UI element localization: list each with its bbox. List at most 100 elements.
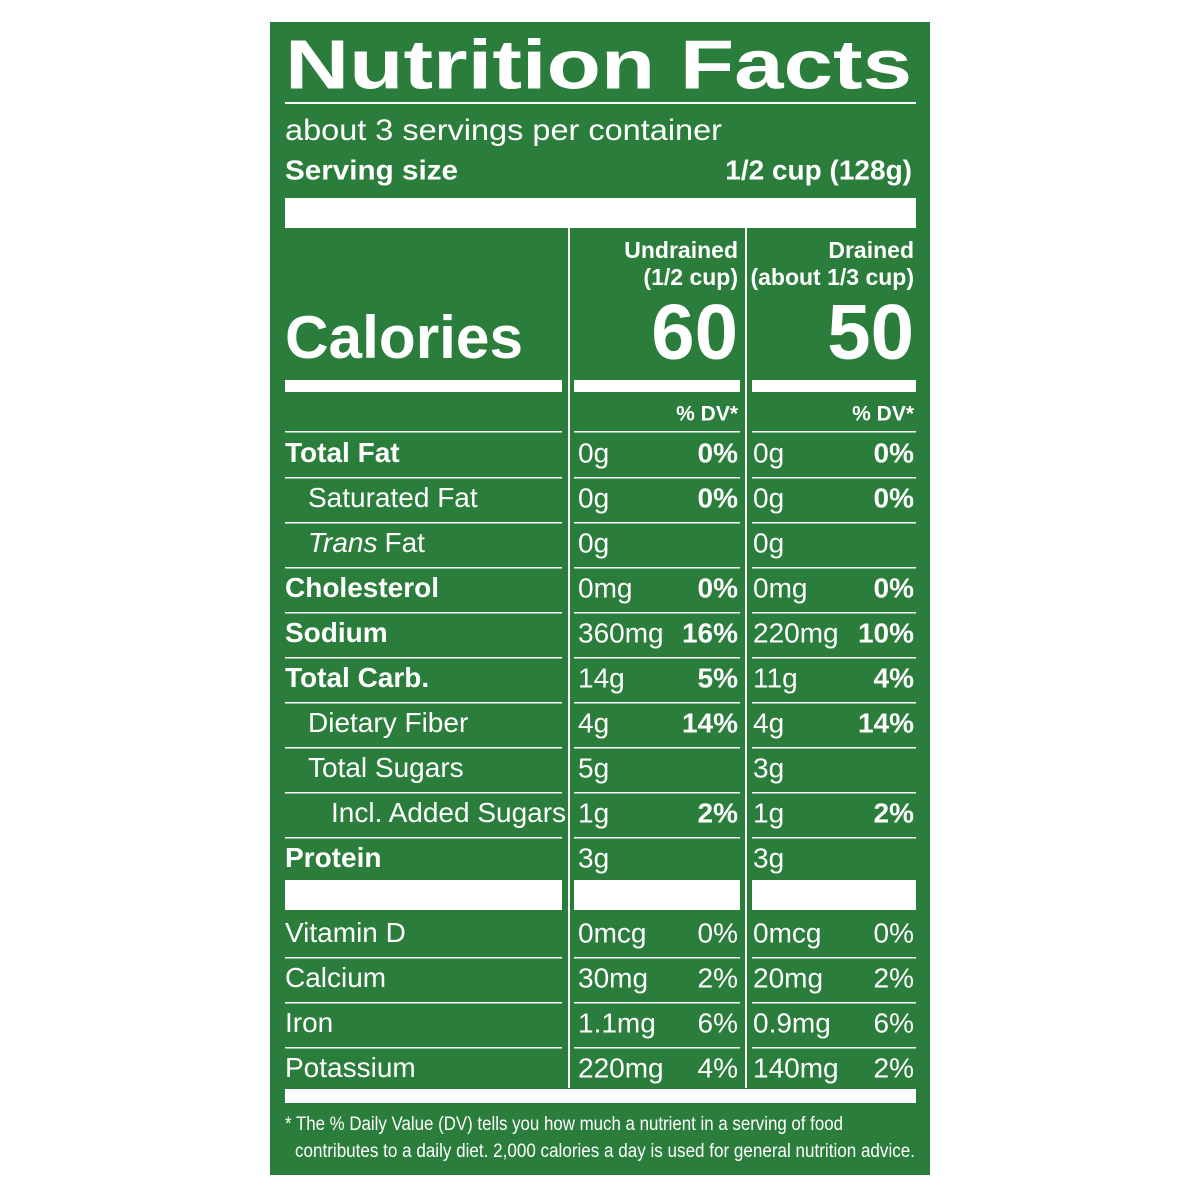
nutrient-name-text: Total Carb. bbox=[285, 662, 429, 693]
nutrient-name: Calcium bbox=[285, 962, 386, 993]
nutrient-name-italic: Trans bbox=[308, 527, 378, 558]
amount: 140mg bbox=[753, 1052, 839, 1083]
nutrient-name-text: Total Sugars bbox=[308, 752, 464, 783]
rule bbox=[285, 567, 562, 569]
rule bbox=[285, 431, 562, 433]
daily-value: 5% bbox=[698, 662, 739, 693]
title: Nutrition Facts bbox=[285, 25, 912, 103]
amount: 3g bbox=[753, 842, 784, 873]
rule bbox=[285, 1047, 562, 1049]
nutrient-name-text: Cholesterol bbox=[285, 572, 439, 603]
rules bbox=[285, 102, 916, 1103]
thick-bar bbox=[752, 380, 916, 392]
daily-value: 0% bbox=[874, 917, 914, 948]
nutrient-name-text: Iron bbox=[285, 1007, 333, 1038]
nutrient-name: Total Carb. bbox=[285, 662, 429, 693]
rule bbox=[752, 657, 916, 659]
amount: 0mcg bbox=[578, 917, 646, 948]
rule bbox=[574, 657, 740, 659]
amount: 0mcg bbox=[753, 917, 821, 948]
amount: 5g bbox=[578, 752, 609, 783]
rule bbox=[574, 702, 740, 704]
rule bbox=[574, 431, 740, 433]
daily-value: 14% bbox=[858, 707, 914, 738]
amount: 0mg bbox=[753, 572, 807, 603]
amount: 220mg bbox=[578, 1052, 664, 1083]
amount: 14g bbox=[578, 662, 625, 693]
nutrient-name-text: Sodium bbox=[285, 617, 388, 648]
daily-value: 16% bbox=[682, 617, 738, 648]
rule bbox=[285, 102, 916, 104]
nutrient-name: Saturated Fat bbox=[308, 482, 478, 513]
daily-value: 2% bbox=[874, 1052, 914, 1083]
amount: 4g bbox=[753, 707, 784, 738]
rule bbox=[285, 477, 562, 479]
rule bbox=[752, 612, 916, 614]
column-divider bbox=[745, 228, 747, 1088]
thick-bar bbox=[752, 880, 916, 910]
rule bbox=[285, 657, 562, 659]
rule bbox=[574, 522, 740, 524]
calories-value: 50 bbox=[827, 288, 914, 376]
thick-bar bbox=[285, 1089, 916, 1103]
rule bbox=[574, 1047, 740, 1049]
column-size: (1/2 cup) bbox=[643, 264, 738, 290]
rule bbox=[752, 477, 916, 479]
rule bbox=[574, 612, 740, 614]
amount: 0g bbox=[753, 437, 784, 468]
nutrient-name: Total Sugars bbox=[308, 752, 464, 783]
nutrient-name: Cholesterol bbox=[285, 572, 439, 603]
nutrient-name: Sodium bbox=[285, 617, 388, 648]
amount: 0g bbox=[753, 527, 784, 558]
column-size: (about 1/3 cup) bbox=[750, 264, 914, 290]
amount: 30mg bbox=[578, 962, 648, 993]
rule bbox=[285, 792, 562, 794]
amount: 4g bbox=[578, 707, 609, 738]
daily-value: 0% bbox=[874, 437, 915, 468]
amount: 360mg bbox=[578, 617, 664, 648]
dv-header: % DV* bbox=[852, 403, 915, 426]
amount: 0mg bbox=[578, 572, 632, 603]
amount: 3g bbox=[578, 842, 609, 873]
rule bbox=[285, 837, 562, 839]
column-name: Drained bbox=[828, 237, 914, 263]
nutrient-name-text: Dietary Fiber bbox=[308, 707, 468, 738]
column-name: Undrained bbox=[624, 237, 738, 263]
thick-bar bbox=[285, 198, 916, 228]
daily-value: 2% bbox=[698, 962, 738, 993]
rule bbox=[574, 792, 740, 794]
nutrient-name-text: Potassium bbox=[285, 1052, 416, 1083]
nutrient-name-text: Protein bbox=[285, 842, 381, 873]
rule bbox=[752, 1047, 916, 1049]
nutrient-name-text: Calcium bbox=[285, 962, 386, 993]
column-divider bbox=[568, 228, 570, 1088]
amount: 0g bbox=[578, 527, 609, 558]
thick-bar bbox=[285, 880, 562, 910]
thick-bar bbox=[574, 380, 740, 392]
rule bbox=[285, 702, 562, 704]
daily-value: 0% bbox=[698, 437, 739, 468]
daily-value: 0% bbox=[874, 572, 915, 603]
rule bbox=[752, 702, 916, 704]
rule bbox=[285, 747, 562, 749]
nutrient-name: Dietary Fiber bbox=[308, 707, 468, 738]
amount: 0g bbox=[578, 482, 609, 513]
rule bbox=[574, 477, 740, 479]
daily-value: 0% bbox=[698, 482, 739, 513]
dv-header: % DV* bbox=[676, 403, 739, 426]
nutrient-name: Vitamin D bbox=[285, 917, 406, 948]
rule bbox=[285, 612, 562, 614]
rule bbox=[285, 957, 562, 959]
daily-value: 0% bbox=[698, 572, 739, 603]
nutrient-name: Potassium bbox=[285, 1052, 416, 1083]
serving-size-label: Serving size bbox=[285, 154, 458, 185]
servings: about 3 servings per container bbox=[285, 114, 722, 147]
amount: 0g bbox=[753, 482, 784, 513]
nutrient-name-text: Vitamin D bbox=[285, 917, 406, 948]
footnote: * The % Daily Value (DV) tells you how m… bbox=[285, 1114, 843, 1135]
rule bbox=[574, 837, 740, 839]
serving-size: 1/2 cup (128g) bbox=[725, 154, 912, 185]
amount: 1g bbox=[578, 797, 609, 828]
amount: 3g bbox=[753, 752, 784, 783]
